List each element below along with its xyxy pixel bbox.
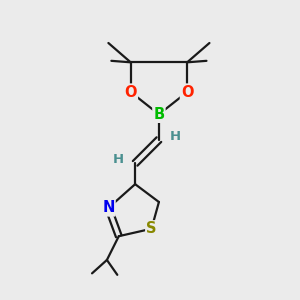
Text: S: S — [146, 221, 157, 236]
Text: H: H — [113, 153, 124, 166]
Text: O: O — [181, 85, 194, 100]
Text: B: B — [153, 107, 164, 122]
Text: N: N — [102, 200, 115, 215]
Text: O: O — [124, 85, 137, 100]
Text: H: H — [170, 130, 181, 142]
